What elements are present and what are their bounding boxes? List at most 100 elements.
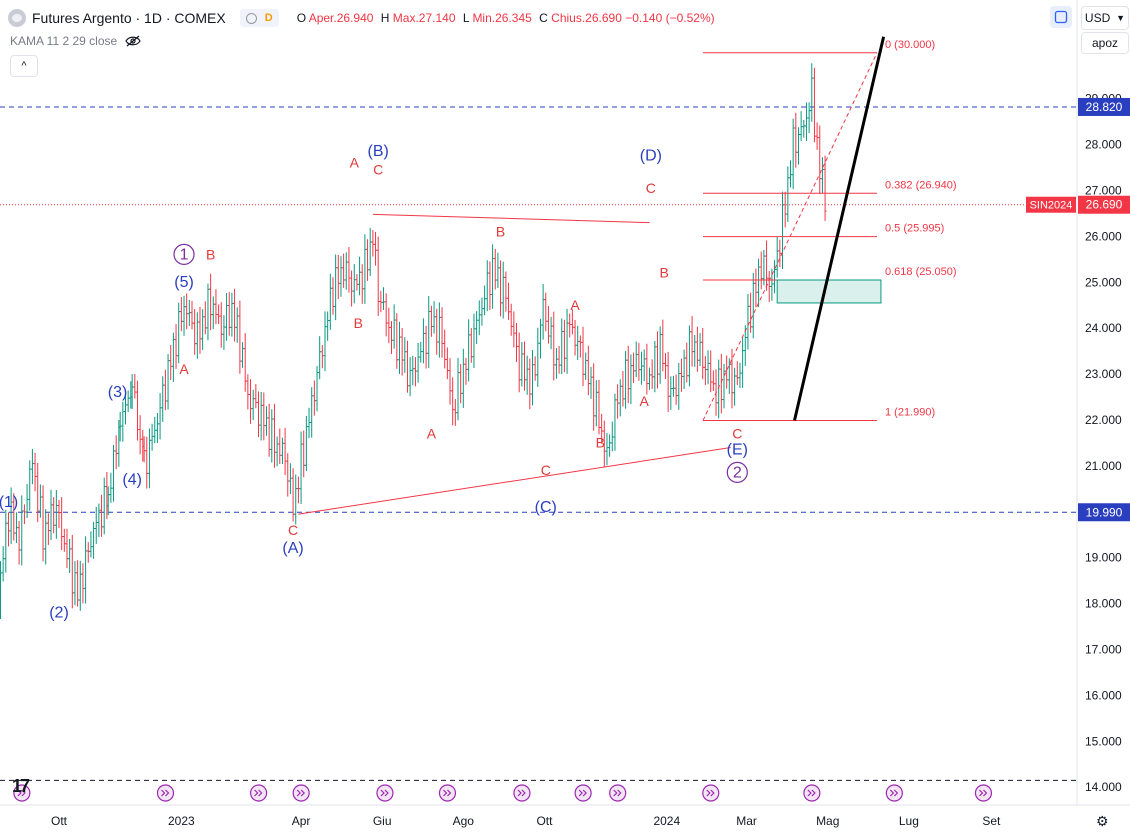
y-tick-label: 19.000 (1085, 551, 1122, 565)
event-arrow-icon (613, 789, 622, 797)
ohlc-close-value: Chius.26.690 (551, 11, 622, 25)
wave-label: A (179, 361, 189, 377)
ohlc-open-label: O (296, 11, 307, 25)
trend-line (793, 36, 886, 421)
wave-label: (A) (282, 540, 303, 557)
event-marker-icon[interactable] (609, 784, 627, 802)
ohlc-open-value: Aper.26.940 (308, 11, 374, 25)
ohlc-low-value: Min.26.345 (472, 11, 532, 25)
wave-label: 2 (733, 464, 742, 481)
y-tick-label: 26.000 (1085, 229, 1122, 243)
x-tick-label: Set (982, 814, 1001, 828)
trend-line (372, 213, 650, 224)
wave-label: (C) (535, 499, 557, 516)
x-tick-label: Ott (536, 814, 553, 828)
x-tick-label: Ago (453, 814, 475, 828)
trend-line (298, 447, 731, 515)
wave-label: A (350, 155, 360, 171)
fib-level-label: 1 (21.990) (885, 406, 935, 418)
current-price-tag-box (1078, 195, 1130, 214)
eye-hidden-icon[interactable] (125, 35, 141, 47)
symbol-title[interactable]: Futures Argento · 1D · COMEX (32, 10, 226, 26)
y-tick-label: 21.000 (1085, 459, 1122, 473)
wave-label: C (732, 425, 742, 441)
price-tag-box (1078, 503, 1130, 522)
wave-label: (3) (108, 384, 128, 401)
fib-level-label: 0 (30.000) (885, 39, 935, 51)
wave-label: C (541, 462, 551, 478)
currency-label: USD (1084, 11, 1111, 25)
event-marker-icon[interactable] (513, 784, 531, 802)
ohlc-close-label: C (539, 11, 548, 25)
symbol-tag-box (1026, 196, 1076, 213)
event-arrow-icon (380, 789, 389, 797)
wave-label: B (596, 435, 605, 451)
event-marker-icon[interactable] (156, 784, 175, 802)
wave-label: A (640, 393, 650, 409)
fib-trend-line (702, 52, 878, 421)
session-dot-icon (245, 12, 257, 24)
wave-label: A (570, 297, 580, 313)
indicator-legend[interactable]: KAMA 11 2 29 close (10, 34, 141, 48)
event-marker-icon[interactable] (803, 784, 821, 802)
event-marker-icon[interactable] (438, 784, 457, 802)
event-marker-icon[interactable] (702, 784, 720, 802)
event-marker-icon[interactable] (974, 784, 993, 802)
wave-label: 1 (180, 246, 189, 263)
tradingview-logo: 17 (12, 776, 30, 796)
event-marker-icon[interactable] (292, 784, 310, 802)
event-marker-icon[interactable] (250, 784, 268, 802)
wave-circle (173, 243, 195, 265)
event-marker-icon[interactable] (574, 784, 592, 802)
x-tick-label: Apr (292, 814, 311, 828)
event-arrow-icon (889, 789, 899, 797)
wave-label: C (373, 161, 383, 177)
y-tick-label: 25.000 (1085, 275, 1122, 289)
delayed-letter: D (264, 12, 273, 24)
price-tag-box (1078, 97, 1130, 116)
event-arrow-icon (161, 789, 170, 797)
scale-mode-button[interactable]: apoz (1081, 32, 1129, 54)
y-tick-label: 17.000 (1085, 643, 1122, 657)
fib-level-label: 0.618 (25.050) (885, 266, 957, 278)
wave-label: (D) (640, 148, 662, 165)
event-marker-icon[interactable] (885, 784, 903, 802)
wave-label: (E) (727, 441, 748, 458)
gear-icon[interactable]: ⚙ (1096, 813, 1109, 829)
x-tick-label: Lug (899, 814, 919, 828)
event-arrow-icon (706, 789, 715, 797)
event-arrow-icon (17, 789, 26, 797)
collapse-legend-button[interactable]: ^ (10, 55, 38, 77)
y-tick-label: 16.000 (1085, 688, 1122, 702)
event-arrow-icon (443, 789, 452, 797)
wave-label: B (659, 265, 668, 281)
layout-icon (1054, 10, 1068, 24)
session-badge[interactable]: D (239, 9, 279, 27)
ohlc-readout: O Aper.26.940 H Max.27.140 L Min.26.345 … (293, 11, 715, 25)
event-marker-icon[interactable] (376, 784, 394, 802)
ohlc-low-label: L (462, 11, 470, 25)
fib-level-label: 0.382 (26.940) (885, 179, 957, 191)
chevron-down-icon: ▼ (1116, 13, 1126, 23)
x-tick-label: Giu (373, 814, 392, 828)
ohlc-change-value: −0.140 (−0.52%) (625, 11, 715, 25)
event-marker-icon[interactable] (13, 784, 31, 802)
currency-select[interactable]: USD ▼ (1081, 6, 1129, 30)
fib-level-label: 0.5 (25.995) (885, 223, 944, 235)
y-tick-label: 28.000 (1085, 138, 1122, 152)
y-tick-label: 22.000 (1085, 413, 1122, 427)
event-arrow-icon (296, 789, 306, 797)
event-arrow-icon (578, 789, 587, 797)
event-arrow-icon (979, 789, 988, 797)
wave-label: (4) (122, 471, 142, 488)
y-tick-label: 27.000 (1085, 184, 1122, 198)
event-arrow-icon (807, 789, 816, 797)
x-tick-label: Mag (816, 814, 839, 828)
y-tick-label: 18.000 (1085, 597, 1122, 611)
ohlc-high-value: Max.27.140 (392, 11, 456, 25)
layout-toggle-button[interactable] (1050, 6, 1072, 28)
wave-label: (1) (0, 494, 18, 511)
indicator-label: KAMA 11 2 29 close (10, 34, 118, 48)
x-tick-label: Mar (736, 814, 757, 828)
